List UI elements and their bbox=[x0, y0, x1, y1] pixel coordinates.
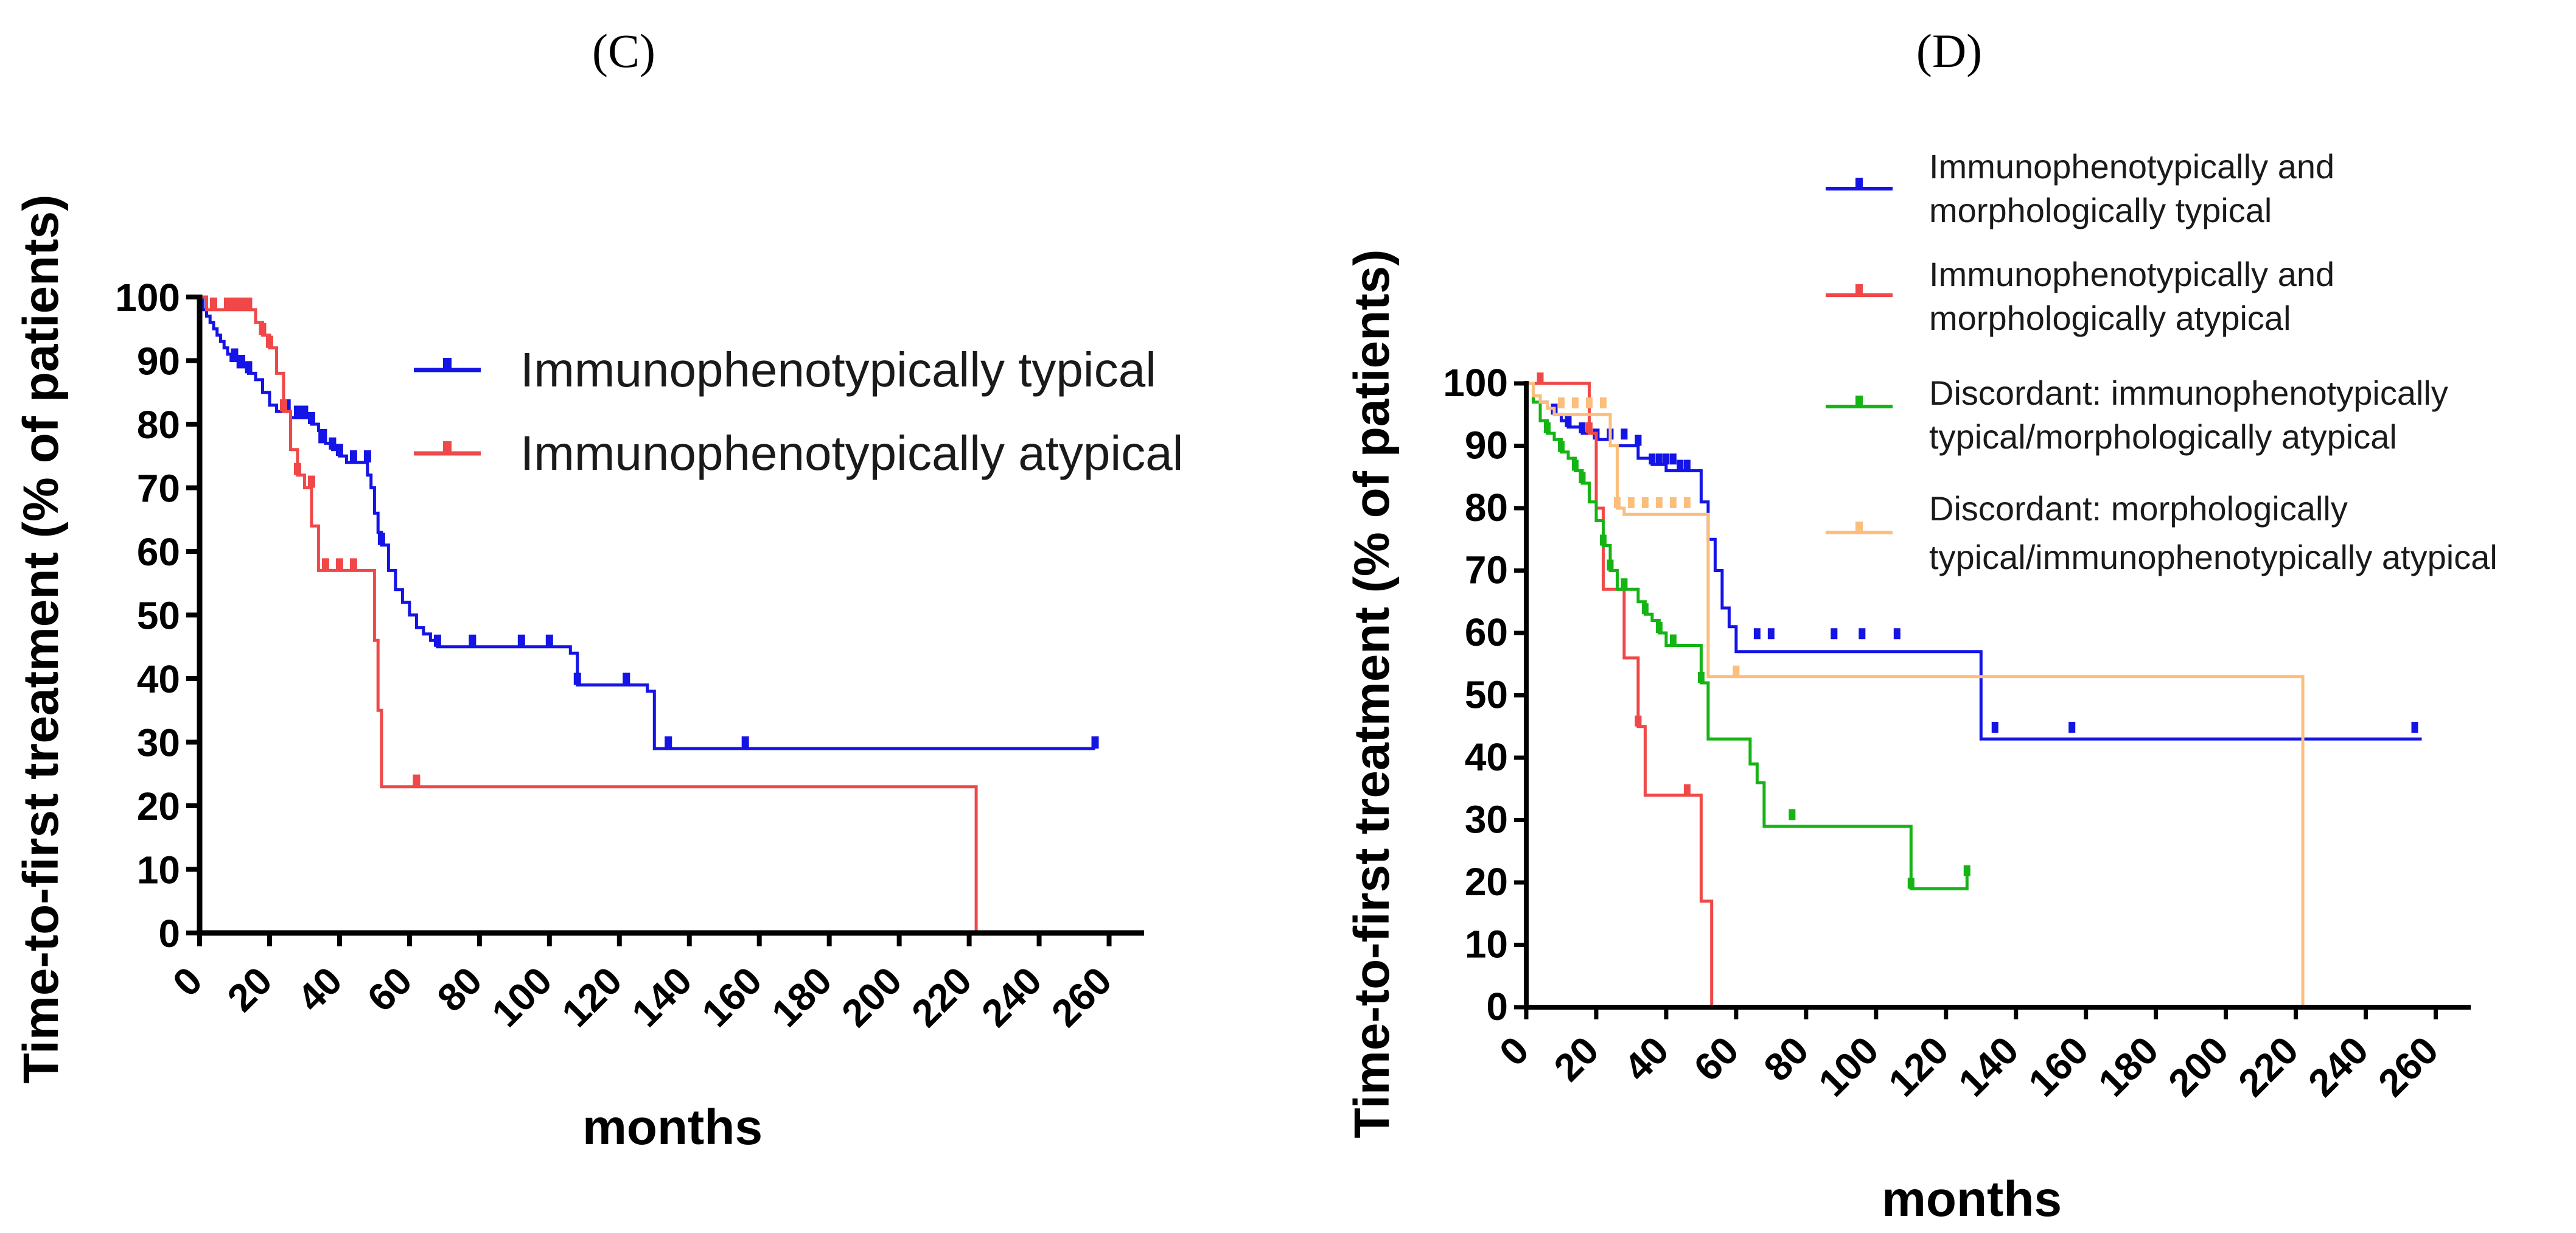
legend-label-typical-d-line2: morphologically typical bbox=[1929, 191, 2272, 229]
y-tick-label-d-7: 70 bbox=[1465, 548, 1508, 592]
y-tick-label-d-5: 50 bbox=[1465, 672, 1508, 716]
x-tick-label-c-7: 140 bbox=[623, 959, 700, 1035]
y-tick-label-d-9: 90 bbox=[1465, 423, 1508, 467]
panel-label-d: (D) bbox=[1916, 24, 1982, 77]
legend-label-discordant-morph-d-line2: typical/immunophenotypically atypical bbox=[1929, 538, 2497, 576]
x-tick-label-d-5: 100 bbox=[1810, 1028, 1887, 1105]
x-tick-label-d-6: 120 bbox=[1880, 1028, 1956, 1105]
y-tick-label-d-0: 0 bbox=[1486, 985, 1508, 1029]
legend-label-atypical-d-line2: morphologically atypical bbox=[1929, 299, 2291, 337]
x-tick-label-c-6: 120 bbox=[553, 959, 630, 1035]
x-axis-title-c: months bbox=[582, 1100, 763, 1155]
y-tick-label-c-1: 10 bbox=[137, 848, 180, 892]
y-tick-label-d-4: 40 bbox=[1465, 735, 1508, 779]
x-tick-label-d-2: 40 bbox=[1616, 1028, 1677, 1089]
legend-c: Immunophenotypically typical Immunopheno… bbox=[414, 343, 1183, 480]
x-tick-label-c-5: 100 bbox=[483, 959, 560, 1035]
x-tick-label-c-0: 0 bbox=[164, 959, 211, 1005]
series-line-d-1 bbox=[1526, 382, 1714, 1007]
x-tick-label-c-11: 220 bbox=[903, 959, 980, 1035]
y-tick-label-d-2: 20 bbox=[1465, 860, 1508, 904]
legend-label-discordant-typical-d-line1: Discordant: immunophenotypically bbox=[1929, 374, 2448, 412]
y-axis-title-c: Time-to-first treatment (% of patients) bbox=[13, 195, 69, 1084]
x-tick-label-c-4: 80 bbox=[429, 959, 490, 1020]
y-tick-label-d-6: 60 bbox=[1465, 610, 1508, 654]
legend-entry-atypical-d: Immunophenotypically and morphologically… bbox=[1826, 255, 2334, 337]
legend-label-atypical-c: Immunophenotypically atypical bbox=[520, 426, 1183, 480]
x-tick-label-d-3: 60 bbox=[1686, 1028, 1747, 1089]
x-tick-label-c-13: 260 bbox=[1043, 959, 1120, 1035]
series-line-c-1 bbox=[200, 295, 978, 933]
y-tick-label-d-10: 100 bbox=[1443, 361, 1508, 405]
x-tick-label-c-8: 160 bbox=[693, 959, 770, 1035]
series-line-d-3 bbox=[1526, 382, 2305, 1007]
x-tick-label-c-2: 40 bbox=[289, 959, 351, 1020]
x-tick-label-d-11: 220 bbox=[2230, 1028, 2306, 1105]
x-tick-label-d-9: 180 bbox=[2090, 1028, 2166, 1105]
y-tick-label-c-8: 80 bbox=[137, 403, 180, 447]
legend-label-discordant-morph-d-line1: Discordant: morphologically bbox=[1929, 489, 2348, 528]
y-tick-label-c-2: 20 bbox=[137, 784, 180, 828]
panel-d: (D) Time-to-first treatment (% of patien… bbox=[1344, 24, 2497, 1227]
x-tick-label-c-10: 200 bbox=[833, 959, 910, 1035]
y-tick-label-c-9: 90 bbox=[137, 340, 180, 383]
legend-label-atypical-d-line1: Immunophenotypically and bbox=[1929, 255, 2334, 293]
x-tick-label-c-3: 60 bbox=[359, 959, 421, 1020]
x-tick-label-c-12: 240 bbox=[973, 959, 1050, 1035]
x-tick-label-d-10: 200 bbox=[2160, 1028, 2236, 1105]
legend-label-typical-d-line1: Immunophenotypically and bbox=[1929, 147, 2334, 186]
x-tick-label-d-8: 160 bbox=[2020, 1028, 2096, 1105]
x-tick-label-d-12: 240 bbox=[2300, 1028, 2376, 1105]
y-tick-label-c-7: 70 bbox=[137, 467, 180, 511]
y-tick-label-c-4: 40 bbox=[137, 657, 180, 701]
legend-d: Immunophenotypically and morphologically… bbox=[1826, 147, 2497, 576]
legend-entry-discordant-typical-d: Discordant: immunophenotypically typical… bbox=[1826, 374, 2448, 456]
x-tick-label-d-0: 0 bbox=[1491, 1028, 1537, 1074]
x-tick-label-d-7: 140 bbox=[1950, 1028, 2026, 1105]
y-tick-label-d-3: 30 bbox=[1465, 797, 1508, 841]
legend-label-discordant-typical-d-line2: typical/morphologically atypical bbox=[1929, 417, 2397, 456]
y-tick-label-c-3: 30 bbox=[137, 721, 180, 765]
y-tick-label-c-6: 60 bbox=[137, 530, 180, 574]
legend-entry-atypical-c: Immunophenotypically atypical bbox=[414, 426, 1183, 480]
x-tick-label-d-1: 20 bbox=[1546, 1028, 1607, 1089]
x-axis-title-d: months bbox=[1882, 1172, 2062, 1227]
legend-entry-typical-d: Immunophenotypically and morphologically… bbox=[1826, 147, 2334, 229]
y-tick-label-d-1: 10 bbox=[1465, 922, 1508, 966]
y-tick-label-c-0: 0 bbox=[158, 912, 180, 955]
x-tick-label-c-1: 20 bbox=[219, 959, 281, 1020]
series-line-d-2 bbox=[1526, 382, 1969, 890]
legend-entry-typical-c: Immunophenotypically typical bbox=[414, 343, 1156, 397]
x-tick-label-d-4: 80 bbox=[1756, 1028, 1817, 1089]
panel-label-c: (C) bbox=[592, 24, 655, 77]
x-tick-label-c-9: 180 bbox=[763, 959, 840, 1035]
x-tick-label-d-13: 260 bbox=[2370, 1028, 2446, 1105]
y-tick-label-d-8: 80 bbox=[1465, 486, 1508, 529]
legend-label-typical-c: Immunophenotypically typical bbox=[520, 343, 1156, 397]
legend-entry-discordant-morph-d: Discordant: morphologically typical/immu… bbox=[1826, 489, 2497, 576]
y-tick-label-c-5: 50 bbox=[137, 594, 180, 638]
y-axis-title-d: Time-to-first treatment (% of patients) bbox=[1344, 250, 1400, 1139]
panel-c: (C) Time-to-first treatment (% of patien… bbox=[13, 24, 1183, 1155]
y-tick-label-c-10: 100 bbox=[115, 276, 180, 320]
